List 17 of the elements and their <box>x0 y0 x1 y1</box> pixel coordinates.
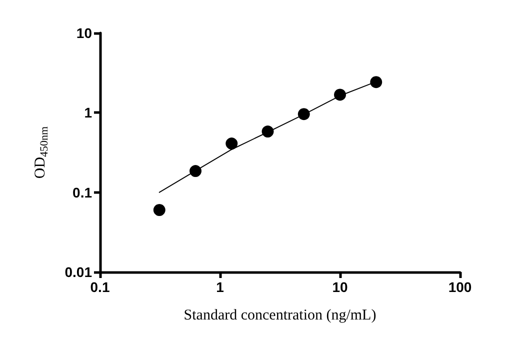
point <box>153 204 166 216</box>
point <box>370 76 382 88</box>
y-tick-label: 1 <box>84 104 92 121</box>
point <box>298 108 310 120</box>
x-tick-label: 0.1 <box>90 279 110 295</box>
y-axis-title: OD450nm <box>32 126 50 179</box>
x-tick-label: 100 <box>448 279 472 295</box>
x-axis-title: Standard concentration (ng/mL) <box>184 308 376 324</box>
x-tick-label: 10 <box>332 279 348 295</box>
y-tick-label: 0.1 <box>72 184 92 200</box>
y-tick-label: 0.01 <box>64 264 92 280</box>
x-tick-label: 1 <box>216 279 224 295</box>
point <box>226 138 238 150</box>
point <box>334 88 346 101</box>
point <box>190 165 202 178</box>
point <box>262 126 274 138</box>
y-tick-label: 10 <box>76 25 92 41</box>
